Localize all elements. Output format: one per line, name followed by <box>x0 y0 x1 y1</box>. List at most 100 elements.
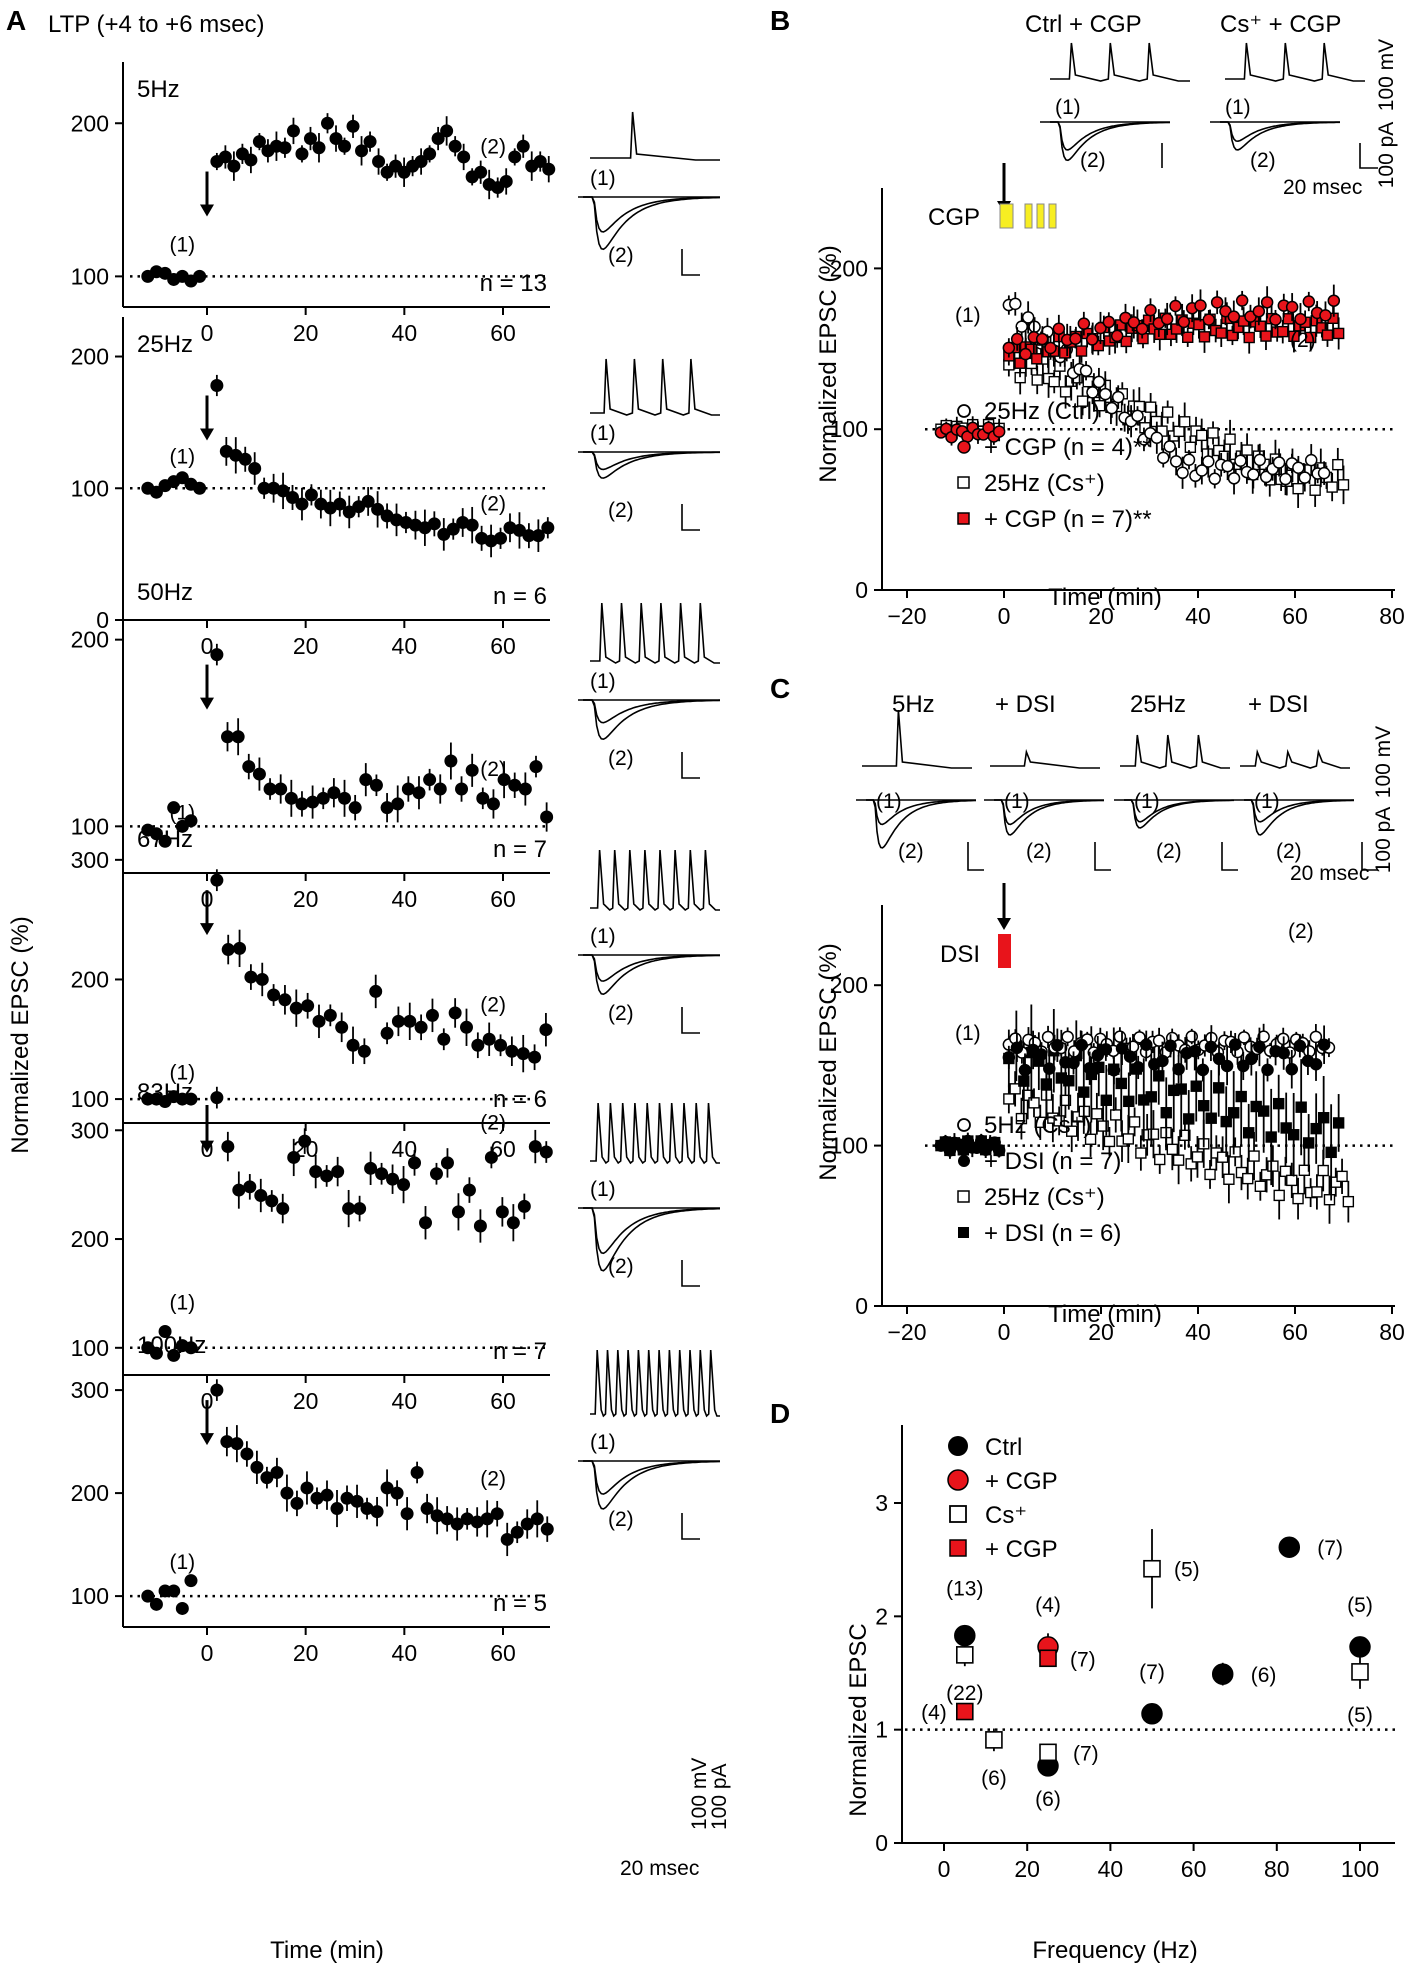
data-point-square <box>1075 345 1088 357</box>
data-point-baseline <box>167 1348 181 1362</box>
panel-b-marker-1: (1) <box>955 304 981 327</box>
data-point-post <box>231 730 245 744</box>
data-point-post <box>437 527 451 541</box>
data-point-square <box>1048 375 1060 388</box>
data-point-post <box>423 147 437 161</box>
legend-marker-open-square <box>957 1190 970 1203</box>
data-point-post <box>350 1494 364 1508</box>
data-point-square <box>1351 1663 1369 1681</box>
data-point-circle <box>1220 1059 1234 1073</box>
data-point-square <box>1034 1116 1046 1129</box>
data-point-baseline <box>184 1574 198 1588</box>
data-point-square <box>1039 1649 1057 1668</box>
data-point-post <box>397 1178 411 1192</box>
data-point-square <box>1205 1112 1217 1124</box>
data-point-circle <box>1298 471 1312 484</box>
data-point-post <box>429 1167 443 1181</box>
data-point-circle <box>1107 1063 1121 1077</box>
y-tick-label: 200 <box>830 255 868 281</box>
data-point-square <box>1160 1107 1172 1119</box>
data-point-post <box>473 1219 487 1233</box>
data-point-circle <box>1043 1062 1056 1075</box>
current-trace <box>583 699 720 741</box>
data-point-circle <box>1309 1030 1323 1044</box>
data-point-post <box>260 1471 274 1485</box>
data-point-post <box>418 1216 432 1230</box>
panel-c-legend-4: + DSI (n = 6) <box>984 1220 1121 1247</box>
data-point-square <box>1183 1113 1195 1125</box>
data-point-circle <box>1035 332 1049 346</box>
data-point-post <box>353 1202 367 1216</box>
data-point-post <box>331 1165 345 1179</box>
panel-c-marker-1: (1) <box>955 1022 981 1045</box>
data-point-circle <box>1099 1043 1113 1056</box>
data-point-post <box>542 162 556 176</box>
voltage-trace <box>590 602 720 664</box>
data-point-circle <box>1188 1044 1202 1058</box>
data-point-post <box>320 116 334 130</box>
n-label: (22) <box>946 1682 983 1705</box>
scale-bar <box>681 1260 700 1287</box>
data-point-post <box>490 1507 504 1521</box>
data-point-post <box>462 1183 476 1197</box>
data-point-post <box>310 1491 324 1505</box>
data-point-circle <box>1317 1038 1331 1051</box>
data-point-circle <box>1253 1040 1266 1054</box>
data-point-post <box>329 132 343 146</box>
current-trace <box>1050 121 1170 162</box>
data-point-post <box>451 1205 465 1219</box>
subplot-67Hz: 100200300020406067Hzn = 6(1)(2) <box>71 812 553 1162</box>
data-point-square <box>1031 353 1043 365</box>
data-point-square <box>1302 1137 1315 1149</box>
y-tick-label: 300 <box>71 1117 109 1143</box>
data-point-square <box>1115 1077 1127 1090</box>
legend-marker-open-circle <box>957 1118 971 1132</box>
data-point-circle <box>1010 1041 1024 1055</box>
data-point-post <box>364 1161 378 1175</box>
voltage-trace <box>1240 748 1350 769</box>
data-point-square <box>1229 1146 1241 1158</box>
data-point-circle <box>1094 321 1107 335</box>
data-point-post <box>499 174 513 188</box>
data-point-post <box>286 124 300 138</box>
panel-a-xlabel: Time (min) <box>270 1937 384 1964</box>
panel-c-scale-pa: 100 pA <box>1372 807 1395 874</box>
data-point-post <box>286 490 300 504</box>
data-point-square <box>1235 1166 1248 1179</box>
voltage-trace <box>1120 734 1230 769</box>
scale-bar <box>681 1007 700 1034</box>
data-point-square <box>1321 329 1334 341</box>
x-tick-label: 0 <box>998 603 1011 629</box>
data-point-post <box>252 767 266 781</box>
data-point-square <box>1022 1089 1034 1101</box>
panel-b-legend-1: 25Hz (Ctrl) <box>984 398 1100 425</box>
scale-label-mv: 100 mV <box>688 1758 711 1830</box>
y-tick-label: 200 <box>71 1226 109 1252</box>
panel-b-trace-label-cs: Cs⁺ + CGP <box>1220 11 1341 38</box>
panel-c: 5Hz + DSI 25Hz + DSI (1)(2)(1)(2)(1)(2)(… <box>815 691 1405 1345</box>
data-point-circle <box>1052 322 1066 336</box>
data-point-circle <box>1327 294 1341 307</box>
data-point-circle <box>1083 1061 1096 1075</box>
trace-marker-1: (1) <box>1225 96 1251 119</box>
data-point-square <box>1235 1090 1247 1103</box>
data-point-post <box>495 1205 509 1219</box>
data-point-circle <box>1309 1057 1323 1071</box>
panel-b-trace-label-ctrl: Ctrl + CGP <box>1025 11 1142 38</box>
data-point-circle <box>1304 453 1318 467</box>
panel-c-trace-label-25hz: 25Hz <box>1130 691 1186 718</box>
data-point-post <box>414 155 428 169</box>
data-point-baseline <box>167 1584 181 1598</box>
panel-label-c: C <box>770 673 790 704</box>
current-trace <box>1124 799 1234 829</box>
frequency-label: 100Hz <box>137 1332 206 1359</box>
y-tick-label: 100 <box>71 1086 109 1112</box>
data-point-square <box>1161 406 1174 418</box>
data-point-square <box>1220 1115 1232 1128</box>
data-point-circle <box>1221 459 1234 473</box>
data-point-square <box>1172 1154 1185 1166</box>
marker-1-label: (1) <box>169 1551 195 1574</box>
arrow-head-icon <box>200 428 214 441</box>
panel-c-scale-ms: 20 msec <box>1290 862 1369 885</box>
data-point-post <box>287 1150 301 1164</box>
